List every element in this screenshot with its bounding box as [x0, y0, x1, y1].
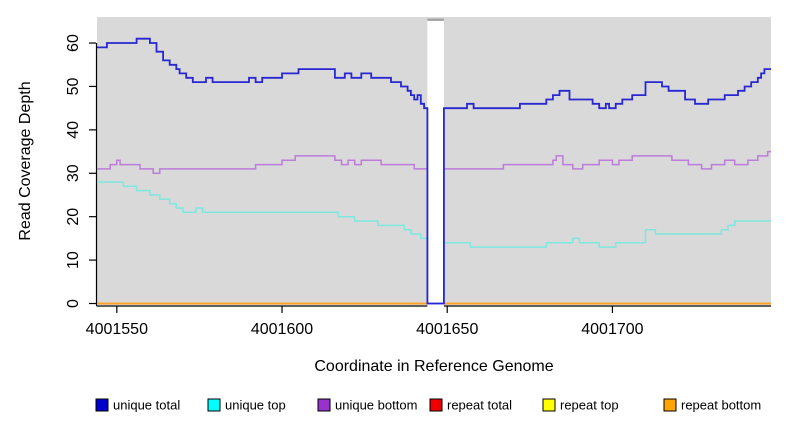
legend-swatch-repeat-bottom — [663, 398, 677, 412]
legend-label: unique bottom — [335, 398, 417, 413]
legend-item: repeat top — [542, 398, 619, 413]
series-line-unique-top — [97, 181, 771, 305]
no-data-band — [427, 21, 444, 309]
x-tick-label: 4001600 — [251, 321, 313, 338]
legend-label: repeat top — [560, 398, 619, 413]
legend-item: repeat total — [429, 398, 512, 413]
y-tick-label: 20 — [65, 208, 82, 226]
legend-item: unique total — [95, 398, 180, 413]
legend-label: repeat bottom — [681, 398, 761, 413]
legend: unique total unique top unique bottom repea… — [95, 398, 761, 413]
series-lines — [97, 37, 771, 305]
legend-item: repeat bottom — [663, 398, 761, 413]
x-tick-label: 4001550 — [86, 321, 148, 338]
y-tick-label: 0 — [65, 299, 82, 308]
series-line-unique-bottom — [97, 150, 771, 305]
legend-label: unique total — [113, 398, 180, 413]
legend-swatch-unique-bottom — [317, 398, 331, 412]
x-axis-title: Coordinate in Reference Genome — [314, 358, 553, 375]
y-tick-label: 50 — [65, 77, 82, 95]
legend-item: unique bottom — [317, 398, 417, 413]
legend-swatch-unique-top — [207, 398, 221, 412]
x-tick-label: 4001700 — [581, 321, 643, 338]
y-tick-label: 30 — [65, 164, 82, 182]
y-tick-label: 40 — [65, 121, 82, 139]
legend-swatch-unique-total — [95, 398, 109, 412]
legend-item: unique top — [207, 398, 286, 413]
tick-marks-and-labels: 4001550 4001600 4001650 4001700 0 10 20 30 40 50 6… — [65, 34, 644, 338]
legend-label: repeat total — [447, 398, 512, 413]
y-tick-label: 60 — [65, 34, 82, 52]
gap-band — [427, 18, 444, 309]
legend-swatch-repeat-total — [429, 398, 443, 412]
legend-swatch-repeat-top — [542, 398, 556, 412]
series-line-unique-total — [97, 37, 771, 305]
legend-label: unique top — [225, 398, 286, 413]
no-data-band-top-strip — [427, 18, 444, 21]
y-axis-title: Read Coverage Depth — [17, 81, 34, 240]
y-tick-label: 10 — [65, 251, 82, 269]
x-tick-label: 4001650 — [416, 321, 478, 338]
